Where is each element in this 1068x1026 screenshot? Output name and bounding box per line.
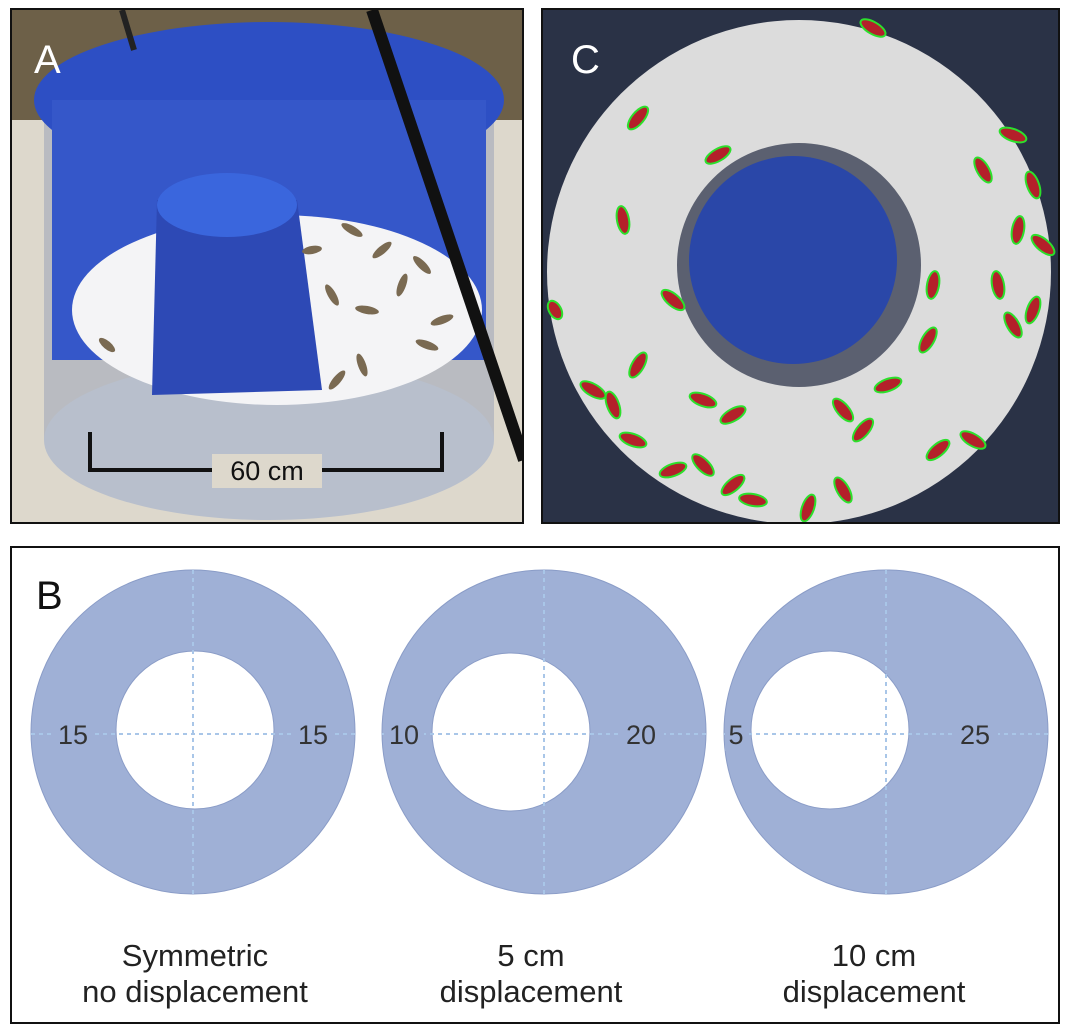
tripod-leg-small	[119, 10, 137, 51]
ring-1-right-distance: 15	[298, 720, 328, 750]
ring-3-caption-line2: displacement	[782, 974, 966, 1009]
ring-3-left-distance: 5	[728, 720, 743, 750]
tracked-locusts	[546, 18, 1056, 522]
ring-inner-hole	[750, 650, 910, 810]
ring-inner-hole	[115, 650, 275, 810]
locust-group	[98, 223, 454, 390]
panel-label-a: A	[34, 38, 61, 82]
center-island	[689, 156, 897, 364]
ring-label-bg-right	[952, 721, 998, 751]
ring-2-caption: 5 cm displacement	[381, 938, 681, 1010]
ring-2-caption-line2: displacement	[439, 974, 623, 1009]
panel-label-b: B	[36, 574, 63, 618]
ring-3-caption: 10 cm displacement	[724, 938, 1024, 1010]
ring-10cm-displacement	[723, 569, 1049, 895]
ring-label-bg-left	[384, 721, 424, 751]
ring-1-caption-line2: no displacement	[82, 974, 308, 1009]
arena-photo-illustration	[12, 10, 522, 522]
ring-2-caption-line1: 5 cm	[497, 938, 565, 973]
ring-3-caption-line1: 10 cm	[831, 938, 917, 973]
scale-label-background	[212, 454, 322, 488]
ring-symmetric	[30, 569, 356, 895]
ring-inner-hole	[431, 652, 591, 812]
ring-label-bg-left	[52, 721, 94, 751]
ring-5cm-displacement	[381, 569, 707, 895]
ring-label-bg-right	[292, 721, 334, 751]
panel-a-arena-photo: A 60 cm	[10, 8, 524, 524]
tripod-leg	[366, 10, 522, 462]
scale-label: 60 cm	[230, 456, 304, 486]
central-cone	[152, 200, 322, 395]
tracking-illustration	[543, 10, 1058, 522]
ring-2-right-distance: 20	[626, 720, 656, 750]
panel-label-c: C	[571, 38, 600, 82]
arena-base	[44, 360, 494, 520]
ring-label-bg-right	[618, 721, 664, 751]
ring-diagram-svg: 15 15 10 20 5 25	[30, 569, 1049, 895]
ring-2-left-distance: 10	[389, 720, 419, 750]
ring-3-right-distance: 25	[960, 720, 990, 750]
panel-c-tracking-image: C	[541, 8, 1060, 524]
ring-1-caption-line1: Symmetric	[121, 938, 269, 973]
panel-b-ring-diagrams: B 15	[10, 546, 1060, 1024]
ring-label-bg-left	[725, 721, 749, 751]
ring-1-left-distance: 15	[58, 720, 88, 750]
ring-1-caption: Symmetric no displacement	[45, 938, 345, 1010]
central-cone-top	[157, 173, 297, 237]
